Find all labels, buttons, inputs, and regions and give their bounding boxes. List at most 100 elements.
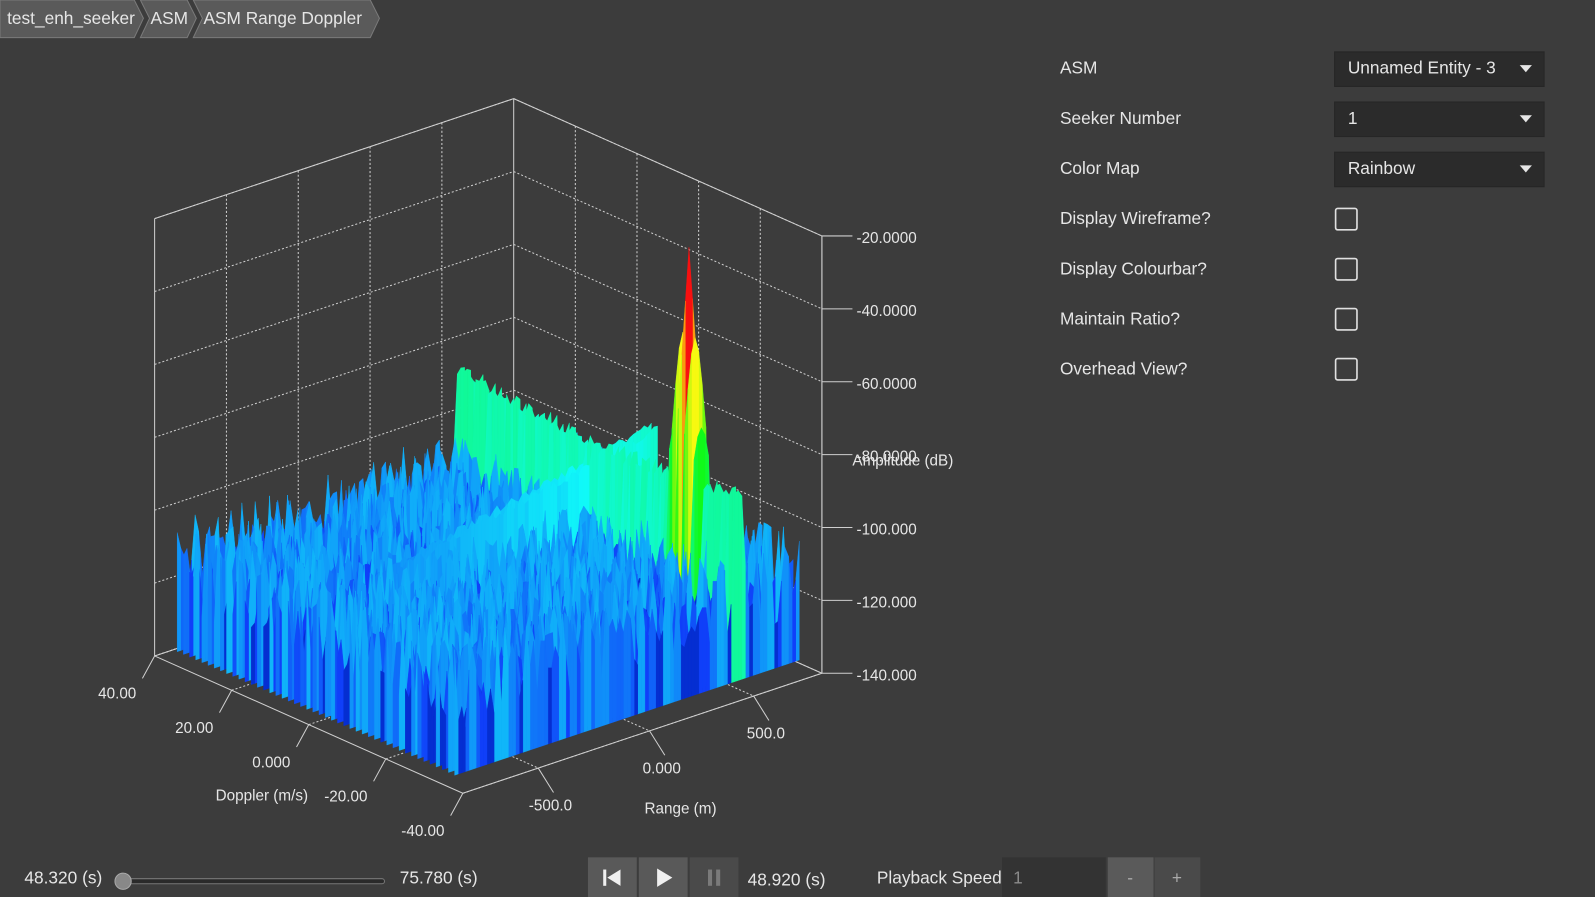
- z-axis-label: Amplitude (dB): [852, 453, 953, 470]
- range-axis-label: Range (m): [644, 801, 716, 818]
- surface-facet: [738, 489, 743, 681]
- surface-facet: [626, 610, 631, 718]
- surface-facet: [472, 648, 477, 770]
- z-tick-label: -20.0000: [856, 230, 916, 247]
- surface-facet: [784, 547, 789, 666]
- surface-facet: [659, 630, 664, 708]
- speed-value: 1: [1013, 867, 1023, 887]
- surface-facet: [361, 606, 366, 735]
- surface-facet: [250, 622, 255, 685]
- surface-facet: [226, 541, 231, 674]
- z-tick-label: -40.0000: [856, 303, 916, 320]
- surface-facet: [615, 618, 620, 722]
- surface-facet: [312, 603, 317, 713]
- surface-facet: [540, 640, 545, 747]
- pause-button[interactable]: [689, 857, 739, 897]
- surface-facet: [680, 643, 685, 700]
- range-tick-label: 500.0: [747, 726, 785, 743]
- surface-facet: [720, 560, 725, 687]
- z-tick-label: -120.000: [856, 594, 916, 611]
- surface-facet: [712, 580, 717, 690]
- setting-label: Overhead View?: [1060, 358, 1187, 378]
- button-text: +: [1172, 867, 1182, 887]
- icon: [603, 869, 607, 886]
- setting-label: ASM: [1060, 58, 1097, 78]
- surface-facet: [189, 571, 194, 658]
- speed-label: Playback Speed: [877, 867, 1002, 887]
- surface-facet: [608, 619, 613, 724]
- playback-start: 48.320 (s): [24, 867, 102, 887]
- surface-facet: [220, 557, 225, 672]
- doppler-axis-label: Doppler (m/s): [216, 787, 308, 804]
- surface-facet: [572, 624, 577, 736]
- surface-facet: [748, 603, 753, 678]
- playback-current: 48.920 (s): [748, 869, 826, 889]
- surface-facet: [734, 490, 739, 682]
- surface-facet: [468, 648, 473, 771]
- surface-facet: [207, 552, 212, 666]
- box-edge: [462, 672, 823, 794]
- range-tick-label: -500.0: [529, 798, 572, 815]
- surface-facet: [554, 646, 559, 742]
- grid-line: [513, 316, 823, 456]
- surface-facet: [257, 574, 262, 688]
- decrease-speed-button[interactable]: -: [1107, 857, 1154, 897]
- dropdown-value: 1: [1348, 108, 1358, 128]
- setting-label: Display Colourbar?: [1060, 258, 1207, 278]
- skip-to-start-button[interactable]: [587, 857, 637, 897]
- surface-facet: [605, 608, 610, 726]
- breadcrumb-text: test_enh_seeker: [7, 8, 135, 28]
- button-bg: [689, 857, 739, 897]
- surface-facet: [177, 532, 182, 652]
- setting-label: Seeker Number: [1060, 108, 1181, 128]
- surface-facet: [213, 545, 218, 669]
- surface-facet: [417, 652, 422, 760]
- surface-facet: [244, 600, 249, 683]
- surface-facet: [666, 578, 671, 705]
- surface-facet: [269, 562, 274, 694]
- surface-facet: [183, 548, 188, 655]
- surface-facet: [691, 626, 696, 697]
- surface-facet: [380, 670, 385, 743]
- box-edge: [154, 98, 514, 220]
- surface-facet: [442, 707, 447, 771]
- breadcrumb-item[interactable]: test_enh_seeker: [0, 0, 144, 39]
- setting-label: Maintain Ratio?: [1060, 308, 1180, 328]
- increase-speed-button[interactable]: +: [1154, 857, 1201, 897]
- surface-facet: [275, 590, 280, 696]
- setting-label: Display Wireframe?: [1060, 208, 1211, 228]
- surface-facet: [655, 629, 660, 709]
- surface-facet: [716, 560, 721, 688]
- z-tick-label: -60.0000: [856, 376, 916, 393]
- breadcrumb-text: ASM: [151, 8, 188, 28]
- surface-facet: [702, 607, 707, 693]
- surface-facet: [238, 558, 243, 680]
- surface-facet: [263, 622, 268, 691]
- slider-knob[interactable]: [114, 872, 132, 890]
- surface-facet: [791, 579, 796, 663]
- icon: [716, 869, 721, 886]
- dropdown[interactable]: 1: [1334, 101, 1545, 138]
- surface-facet: [423, 671, 428, 762]
- play-button[interactable]: [638, 857, 688, 897]
- grid-line: [513, 243, 823, 383]
- breadcrumb-text: ASM Range Doppler: [203, 8, 362, 28]
- breadcrumb-item[interactable]: ASM Range Doppler: [192, 0, 380, 39]
- surface-facet: [281, 567, 286, 699]
- surface-facet: [698, 607, 703, 694]
- range-tick-label: 0.000: [643, 761, 681, 778]
- surface-facet: [405, 688, 410, 754]
- surface-facet: [343, 663, 348, 727]
- dropdown[interactable]: Unnamed Entity - 3: [1334, 51, 1545, 87]
- doppler-tick-label: 0.000: [252, 754, 290, 771]
- breadcrumb-item[interactable]: ASM: [139, 0, 197, 39]
- dropdown[interactable]: Rainbow: [1334, 151, 1545, 188]
- slider-track[interactable]: [121, 878, 386, 885]
- doppler-tick-label: 40.00: [98, 686, 136, 703]
- surface-facet: [201, 544, 206, 663]
- dropdown-value: Rainbow: [1348, 158, 1416, 178]
